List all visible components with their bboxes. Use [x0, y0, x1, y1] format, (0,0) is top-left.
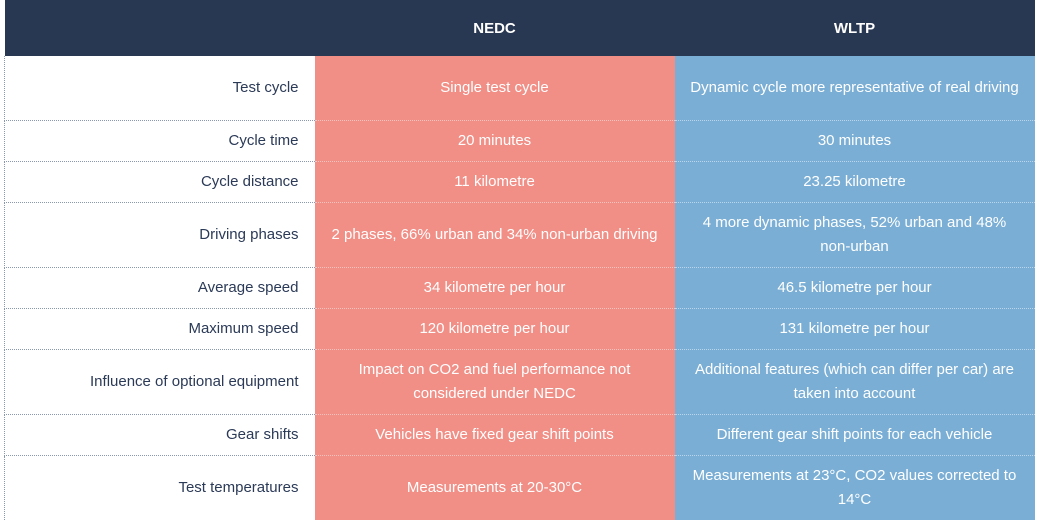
row-label: Cycle distance: [4, 161, 315, 203]
nedc-cell: Vehicles have fixed gear shift points: [314, 414, 675, 456]
header-empty-cell: [4, 0, 315, 56]
table-row: Driving phases 2 phases, 66% urban and 3…: [4, 202, 1035, 268]
header-wltp: WLTP: [674, 0, 1035, 56]
table-row: Cycle distance 11 kilometre 23.25 kilome…: [4, 161, 1035, 203]
row-label: Driving phases: [4, 202, 315, 268]
nedc-cell: Measurements at 20-30°C: [314, 455, 675, 520]
table-row: Average speed 34 kilometre per hour 46.5…: [4, 267, 1035, 309]
header-row: NEDC WLTP: [4, 0, 1035, 56]
nedc-wltp-comparison-table: NEDC WLTP Test cycle Single test cycle D…: [4, 0, 1035, 520]
wltp-cell: 30 minutes: [674, 120, 1035, 162]
nedc-cell: 120 kilometre per hour: [314, 308, 675, 350]
row-label: Test temperatures: [4, 455, 315, 520]
row-label: Cycle time: [4, 120, 315, 162]
wltp-cell: Additional features (which can differ pe…: [674, 349, 1035, 415]
nedc-cell: 34 kilometre per hour: [314, 267, 675, 309]
nedc-cell: Impact on CO2 and fuel performance not c…: [314, 349, 675, 415]
nedc-cell: 2 phases, 66% urban and 34% non-urban dr…: [314, 202, 675, 268]
table-header: NEDC WLTP: [4, 0, 1035, 56]
row-label: Maximum speed: [4, 308, 315, 350]
row-label: Test cycle: [4, 56, 315, 121]
wltp-cell: 23.25 kilometre: [674, 161, 1035, 203]
row-label: Gear shifts: [4, 414, 315, 456]
nedc-cell: 11 kilometre: [314, 161, 675, 203]
table-row: Cycle time 20 minutes 30 minutes: [4, 120, 1035, 162]
comparison-table-container: NEDC WLTP Test cycle Single test cycle D…: [4, 0, 1038, 520]
nedc-cell: 20 minutes: [314, 120, 675, 162]
header-nedc: NEDC: [314, 0, 675, 56]
table-row: Test temperatures Measurements at 20-30°…: [4, 455, 1035, 520]
table-row: Maximum speed 120 kilometre per hour 131…: [4, 308, 1035, 350]
wltp-cell: 46.5 kilometre per hour: [674, 267, 1035, 309]
wltp-cell: Measurements at 23°C, CO2 values correct…: [674, 455, 1035, 520]
table-row: Test cycle Single test cycle Dynamic cyc…: [4, 56, 1035, 121]
row-label: Average speed: [4, 267, 315, 309]
wltp-cell: Different gear shift points for each veh…: [674, 414, 1035, 456]
nedc-cell: Single test cycle: [314, 56, 675, 121]
wltp-cell: 4 more dynamic phases, 52% urban and 48%…: [674, 202, 1035, 268]
table-row: Gear shifts Vehicles have fixed gear shi…: [4, 414, 1035, 456]
table-body: Test cycle Single test cycle Dynamic cyc…: [4, 56, 1035, 520]
table-row: Influence of optional equipment Impact o…: [4, 349, 1035, 415]
row-label: Influence of optional equipment: [4, 349, 315, 415]
wltp-cell: Dynamic cycle more representative of rea…: [674, 56, 1035, 121]
wltp-cell: 131 kilometre per hour: [674, 308, 1035, 350]
